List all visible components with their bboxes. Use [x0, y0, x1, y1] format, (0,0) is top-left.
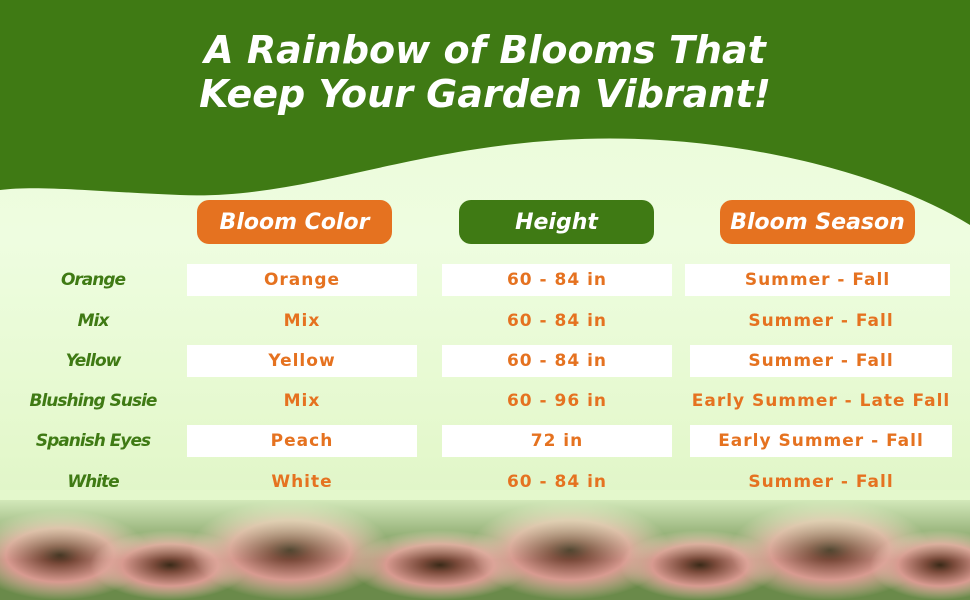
variety-label: Spanish Eyes	[35, 431, 151, 451]
bloom-color-cell: Yellow	[187, 345, 417, 377]
title-line-1: A Rainbow of Blooms That	[204, 28, 766, 72]
bloom-color-cell: Peach	[187, 425, 417, 457]
header-bloom-color: Bloom Color	[197, 200, 392, 244]
bloom-season-cell: Early Summer - Late Fall	[691, 391, 951, 411]
page-title: A Rainbow of Blooms That Keep Your Garde…	[0, 28, 970, 116]
variety-label: White	[67, 472, 119, 492]
bloom-season-cell: Summer - Fall	[690, 345, 952, 377]
variety-label: Mix	[77, 311, 110, 331]
variety-label: Yellow	[65, 351, 122, 371]
bloom-season-cell: Early Summer - Fall	[690, 425, 952, 457]
height-cell: 60 - 84 in	[442, 264, 672, 296]
height-cell: 60 - 84 in	[506, 472, 608, 492]
bloom-season-cell: Summer - Fall	[748, 311, 894, 331]
bloom-color-cell: White	[271, 472, 333, 492]
variety-label: Blushing Susie	[29, 391, 158, 411]
height-cell: 60 - 96 in	[506, 391, 608, 411]
height-cell: 60 - 84 in	[506, 311, 608, 331]
header-bloom-season: Bloom Season	[720, 200, 915, 244]
bloom-season-cell: Summer - Fall	[748, 472, 894, 492]
variety-label: Orange	[60, 270, 126, 290]
bloom-season-cell: Summer - Fall	[685, 264, 950, 296]
height-cell: 72 in	[442, 425, 672, 457]
height-cell: 60 - 84 in	[442, 345, 672, 377]
bloom-color-cell: Mix	[283, 391, 321, 411]
header-banner	[0, 0, 970, 225]
bloom-color-cell: Orange	[187, 264, 417, 296]
header-height: Height	[459, 200, 654, 244]
title-line-2: Keep Your Garden Vibrant!	[199, 72, 771, 116]
bloom-color-cell: Mix	[283, 311, 321, 331]
